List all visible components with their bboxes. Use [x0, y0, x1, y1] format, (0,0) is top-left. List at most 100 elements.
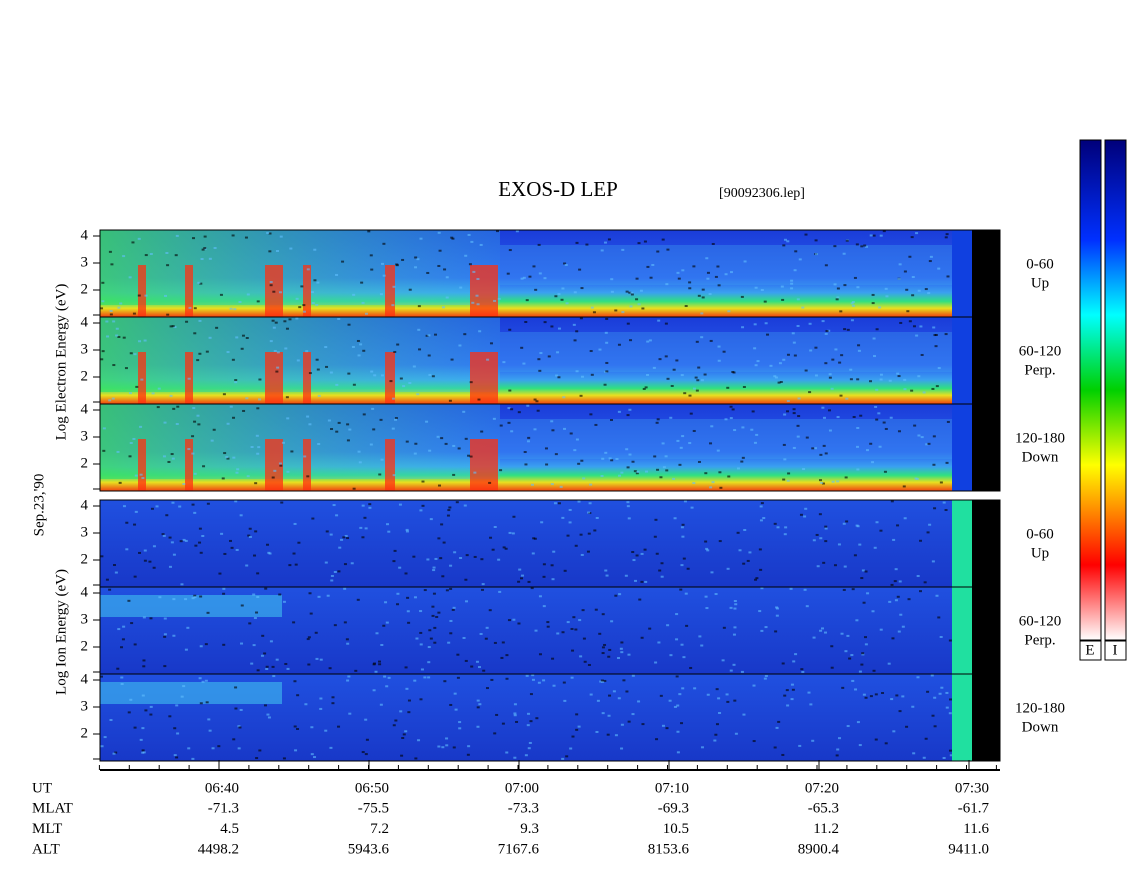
- spectrogram-noise: [851, 300, 855, 303]
- spectrogram-noise: [100, 307, 104, 310]
- spectrogram-noise: [571, 649, 575, 652]
- spectrogram-noise: [807, 691, 811, 694]
- spectrogram-noise: [927, 292, 931, 295]
- spectrogram-noise: [717, 284, 721, 287]
- spectrogram-noise: [467, 233, 471, 236]
- spectrogram-noise: [758, 610, 762, 613]
- spectrogram-noise: [193, 511, 197, 514]
- spectrogram-noise: [457, 447, 461, 450]
- spectrogram-noise: [617, 410, 621, 413]
- spectrogram-noise: [313, 279, 317, 282]
- spectrogram-noise: [792, 408, 796, 411]
- spectrogram-noise: [875, 418, 879, 421]
- spectrogram-noise: [877, 412, 881, 415]
- y-tick-label: 2: [81, 725, 89, 741]
- spectrogram-feature: [303, 439, 311, 491]
- spectrogram-noise: [256, 452, 260, 455]
- row-value: 06:50: [355, 780, 389, 796]
- spectrogram-noise: [152, 566, 156, 569]
- spectrogram-noise: [773, 375, 777, 378]
- spectrogram-noise: [513, 756, 517, 759]
- spectrogram-noise: [551, 657, 555, 660]
- spectrogram-noise: [297, 541, 301, 544]
- spectrogram-noise: [726, 567, 730, 570]
- spectrogram-noise: [897, 375, 901, 378]
- spectrogram-noise: [563, 569, 567, 572]
- spectrogram-noise: [526, 404, 530, 407]
- spectrogram-noise: [683, 392, 687, 395]
- spectrogram-noise: [753, 347, 757, 350]
- row-name: MLT: [32, 821, 62, 837]
- spectrogram-noise: [324, 729, 328, 732]
- spectrogram-noise: [872, 337, 876, 340]
- spectrogram-noise: [946, 275, 950, 278]
- spectrogram-noise: [225, 456, 229, 459]
- spectrogram-noise: [608, 457, 612, 460]
- spectrogram-noise: [948, 749, 952, 752]
- spectrogram-noise: [627, 653, 631, 656]
- spectrogram-noise: [882, 230, 886, 233]
- row-value: -71.3: [208, 801, 239, 817]
- spectrogram-noise: [673, 705, 677, 708]
- spectrogram-noise: [625, 448, 629, 451]
- spectrogram-noise: [857, 344, 861, 347]
- spectrogram-noise: [898, 580, 902, 583]
- spectrogram-noise: [657, 641, 661, 644]
- spectrogram-noise: [665, 283, 669, 286]
- spectrogram-noise: [456, 676, 460, 679]
- spectrogram-noise: [386, 523, 390, 526]
- spectrogram-noise: [600, 475, 604, 478]
- spectrogram-noise: [901, 625, 905, 628]
- spectrogram-noise: [423, 589, 427, 592]
- spectrogram-noise: [155, 505, 159, 508]
- spectrogram-noise: [286, 470, 290, 473]
- spectrogram-noise: [790, 683, 794, 686]
- row-name: UT: [32, 780, 52, 796]
- spectrogram-noise: [176, 405, 180, 408]
- spectrogram-feature: [303, 352, 311, 404]
- spectrogram-noise: [693, 687, 697, 690]
- y-tick-label: 4: [81, 227, 89, 243]
- spectrogram-noise: [362, 413, 366, 416]
- spectrogram-noise: [932, 326, 936, 329]
- spectrogram-noise: [171, 501, 175, 504]
- spectrogram-noise: [863, 244, 867, 247]
- spectrogram-noise: [879, 529, 883, 532]
- spectrogram-noise: [311, 302, 315, 305]
- row-value: 06:40: [205, 780, 239, 796]
- spectrogram-noise: [577, 500, 581, 503]
- spectrogram-noise: [258, 378, 262, 381]
- spectrogram-noise: [851, 304, 855, 307]
- spectrogram-noise: [640, 636, 644, 639]
- spectrogram-noise: [489, 536, 493, 539]
- spectrogram-noise: [589, 483, 593, 486]
- spectrogram-noise: [608, 694, 612, 697]
- spectrogram-noise: [676, 704, 680, 707]
- spectrogram-noise: [849, 368, 853, 371]
- spectrogram-noise: [501, 641, 505, 644]
- spectrogram-noise: [337, 725, 341, 728]
- angle-label: 60-120: [1019, 613, 1062, 629]
- spectrogram-noise: [626, 466, 630, 469]
- spectrogram-noise: [758, 548, 762, 551]
- spectrogram-noise: [226, 457, 230, 460]
- spectrogram-noise: [103, 736, 107, 739]
- spectrogram-noise: [808, 391, 812, 394]
- direction-label: Perp.: [1024, 632, 1055, 648]
- spectrogram-noise: [733, 626, 737, 629]
- spectrogram-noise: [631, 460, 635, 463]
- spectrogram-noise: [897, 277, 901, 280]
- spectrogram-noise: [292, 552, 296, 555]
- spectrogram-noise: [382, 242, 386, 245]
- spectrogram-noise: [593, 529, 597, 532]
- spectrogram-noise: [583, 660, 587, 663]
- spectrogram-noise: [917, 434, 921, 437]
- spectrogram-noise: [240, 642, 244, 645]
- spectrogram-noise: [258, 749, 262, 752]
- spectrogram-noise: [148, 560, 152, 563]
- spectrogram-noise: [256, 596, 260, 599]
- spectrogram-noise: [452, 473, 456, 476]
- spectrogram-noise: [346, 679, 350, 682]
- spectrogram-noise: [717, 697, 721, 700]
- spectrogram-noise: [276, 351, 280, 354]
